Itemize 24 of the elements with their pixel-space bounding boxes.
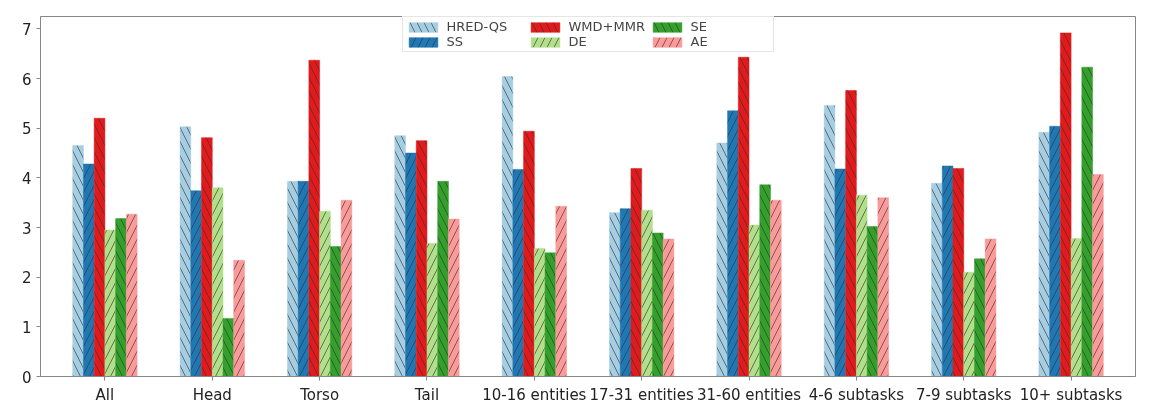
x-tick-label: Tail [413,385,440,404]
legend-label: HRED-QS [446,19,509,34]
y-tick-label: 0 [21,368,32,387]
x-tick-label: 31-60 entities [696,385,802,404]
legend-label: WMD+MMR [568,19,646,34]
x-tick-label: 4-6 subtasks [808,385,905,404]
y-tick-label: 4 [21,169,32,188]
x-tick-label: 10-16 entities [482,385,587,404]
legend-label: DE [568,34,588,49]
y-tick-label: 7 [21,20,32,39]
y-tick-label: 3 [21,219,32,238]
x-tick-label: Head [192,385,232,404]
y-tick-label: 6 [21,70,32,89]
legend-label: SE [690,19,708,34]
y-tick-label: 2 [21,269,32,288]
x-tick-label: 17-31 entities [589,385,694,404]
legend-label: SS [446,34,464,49]
x-tick-label: 7-9 subtasks [915,385,1012,404]
x-tick-label: All [95,385,115,404]
y-tick-label: 5 [21,120,32,139]
legend-label: AE [690,34,709,49]
x-tick-label: Torso [299,385,340,404]
y-tick-label: 1 [21,318,32,337]
x-tick-label: 10+ subtasks [1019,385,1123,404]
